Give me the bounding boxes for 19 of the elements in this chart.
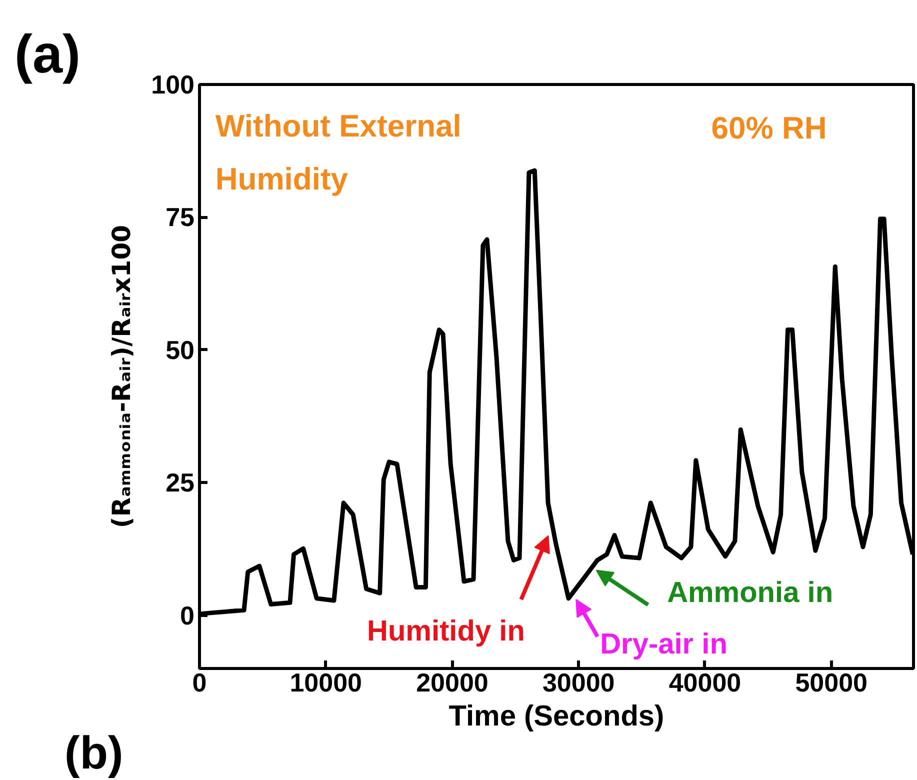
x-axis-title: Time (Seconds) bbox=[448, 700, 664, 732]
x-tick-label: 40000 bbox=[668, 668, 742, 698]
text: (b) bbox=[64, 726, 124, 778]
y-axis-title: (Rₐₘₘₒₙᵢₐ-Rₐᵢᵣ)/Rₐᵢᵣx100 bbox=[107, 224, 136, 528]
y-tick-label: 25 bbox=[166, 468, 194, 498]
x-tick-label: 20000 bbox=[416, 668, 488, 698]
x-tick-label: 30000 bbox=[542, 668, 615, 698]
y-tick-label: 0 bbox=[180, 600, 195, 630]
x-tick-label: 10000 bbox=[290, 668, 362, 698]
y-tick-label: 100 bbox=[151, 70, 195, 100]
annotation: Humitidy in bbox=[367, 615, 525, 648]
y-tick-label: 50 bbox=[166, 334, 194, 365]
annotation: Ammonia in bbox=[667, 577, 834, 610]
y-tick-label: 75 bbox=[166, 202, 194, 232]
annotation: 60% RH bbox=[711, 110, 827, 146]
text: (a) bbox=[14, 24, 80, 84]
x-tick-label: 50000 bbox=[795, 668, 868, 698]
annotation: Dry-air in bbox=[600, 628, 728, 661]
annotation: Without External Humidity bbox=[215, 108, 462, 196]
